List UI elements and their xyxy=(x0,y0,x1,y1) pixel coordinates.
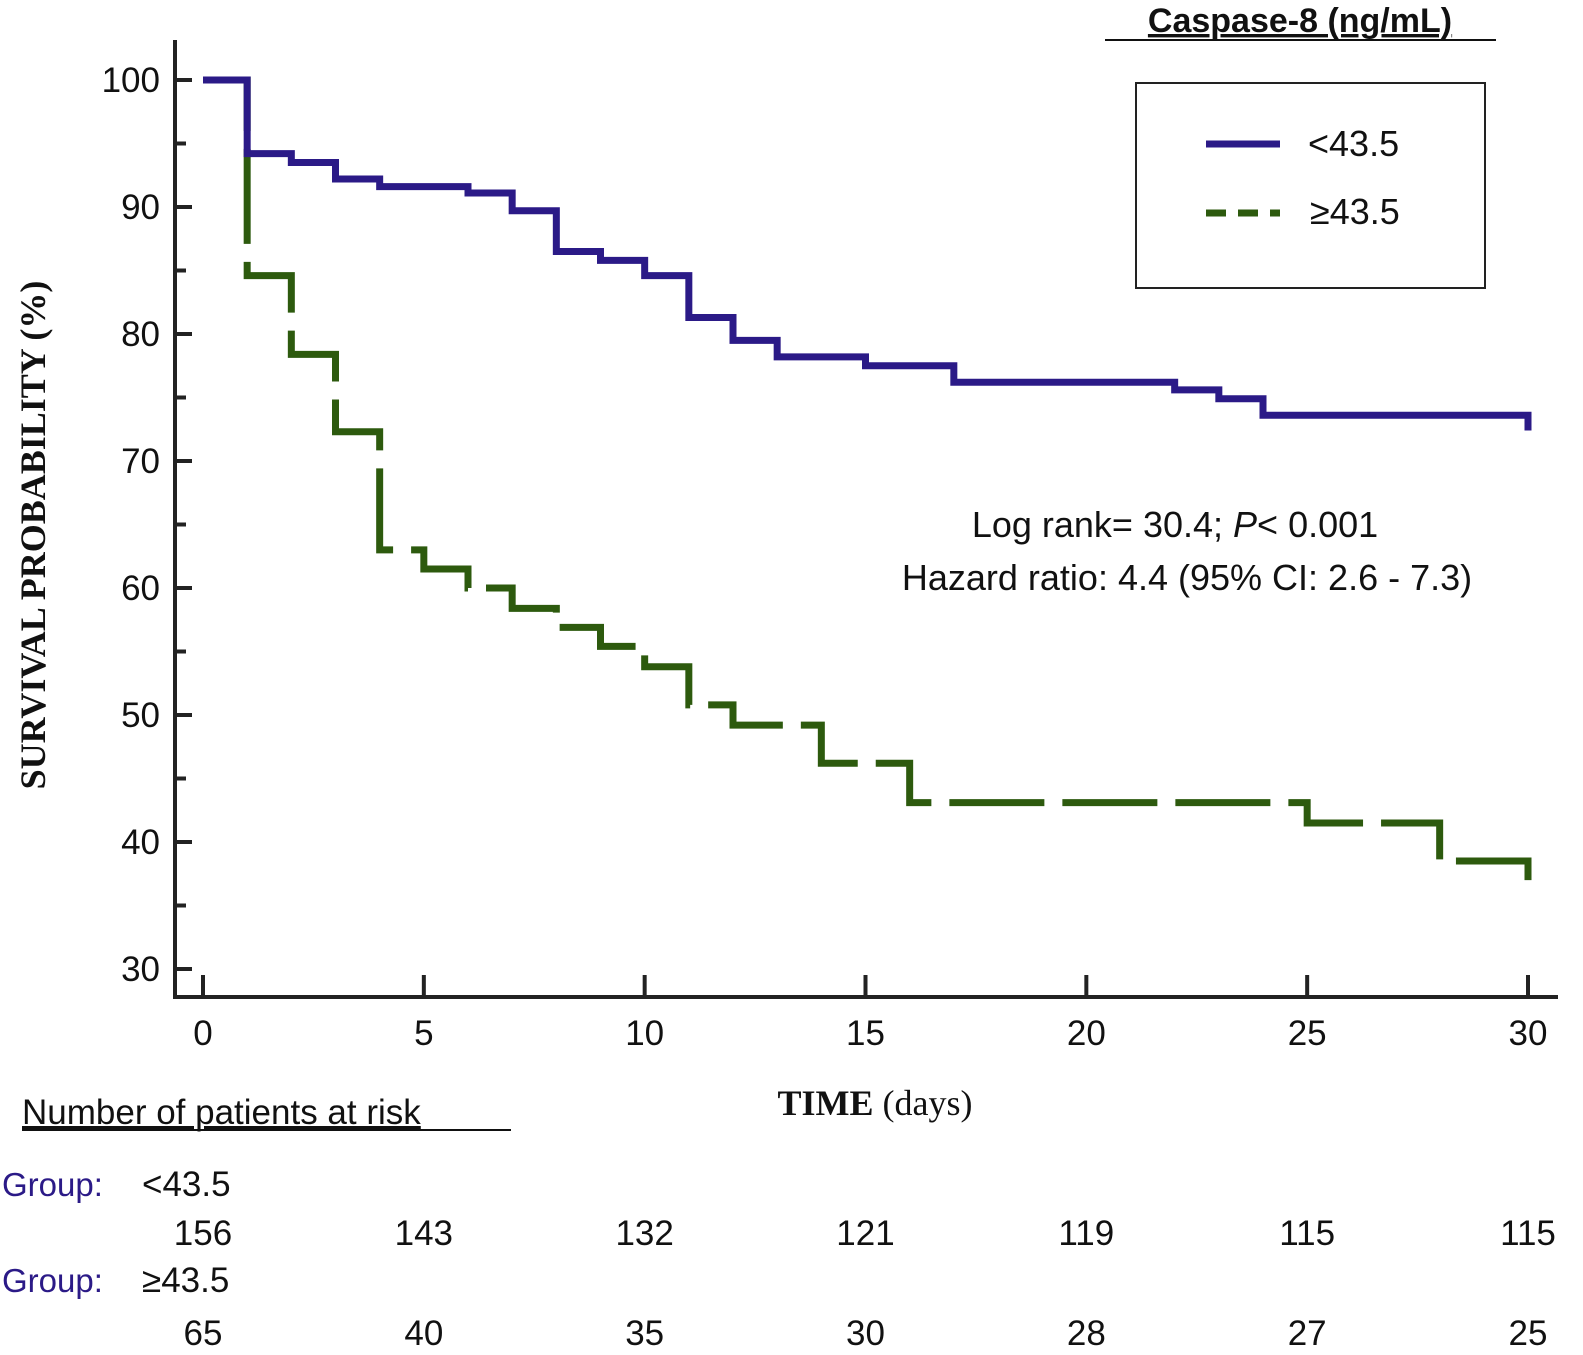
legend-label-low: <43.5 xyxy=(1308,123,1399,164)
risk-count: 30 xyxy=(846,1314,885,1353)
risk-count: 115 xyxy=(1500,1214,1556,1253)
risk-count: 119 xyxy=(1058,1214,1114,1253)
risk-count: 28 xyxy=(1067,1314,1106,1353)
risk-count: 143 xyxy=(395,1214,453,1253)
risk-count: 121 xyxy=(836,1214,894,1253)
risk-group-label-low: Group: xyxy=(2,1166,103,1203)
survival-curve-low xyxy=(203,76,1532,431)
x-tick-label: 15 xyxy=(846,1014,885,1053)
p-symbol: P xyxy=(1233,504,1257,545)
y-tick-label: 80 xyxy=(121,315,160,354)
survival-curve-high xyxy=(203,76,1532,881)
x-tick-label: 25 xyxy=(1288,1014,1327,1053)
hazard-ratio-annotation: Hazard ratio: 4.4 (95% CI: 2.6 - 7.3) xyxy=(902,557,1472,598)
risk-count: 156 xyxy=(174,1214,232,1253)
log-rank-text: Log rank= 30.4; xyxy=(972,504,1233,545)
y-tick-label: 90 xyxy=(121,188,160,227)
risk-group-name-low: <43.5 xyxy=(142,1165,231,1204)
risk-table-title: Number of patients at risk xyxy=(22,1093,421,1132)
risk-count: 132 xyxy=(615,1214,673,1253)
risk-count: 40 xyxy=(404,1314,443,1353)
risk-count: 65 xyxy=(184,1314,223,1353)
legend-title: Caspase-8 (ng/mL) xyxy=(1148,2,1452,40)
x-tick-label: 10 xyxy=(625,1014,664,1053)
legend-box xyxy=(1135,82,1486,289)
x-axis-label-main: TIME xyxy=(778,1083,874,1123)
y-tick-label: 50 xyxy=(121,696,160,735)
p-value: < 0.001 xyxy=(1257,504,1378,545)
y-axis-label: SURVIVAL PROBABILITY (%) xyxy=(13,281,53,790)
risk-count: 27 xyxy=(1288,1314,1327,1353)
y-tick-label: 60 xyxy=(121,569,160,608)
legend-label-high: ≥43.5 xyxy=(1310,191,1400,232)
risk-group-label-high: Group: xyxy=(2,1262,103,1299)
risk-count: 25 xyxy=(1509,1314,1548,1353)
risk-count: 35 xyxy=(625,1314,664,1353)
y-tick-label: 30 xyxy=(121,950,160,989)
risk-group-name-high: ≥43.5 xyxy=(142,1261,229,1300)
x-axis-label-unit: (days) xyxy=(883,1083,973,1123)
y-tick-label: 100 xyxy=(102,61,160,100)
x-axis-label: TIME (days) xyxy=(778,1083,973,1123)
log-rank-annotation: Log rank= 30.4; P< 0.001 xyxy=(972,504,1378,545)
x-tick-label: 30 xyxy=(1509,1014,1548,1053)
y-tick-label: 70 xyxy=(121,442,160,481)
x-tick-label: 20 xyxy=(1067,1014,1106,1053)
risk-count: 115 xyxy=(1279,1214,1335,1253)
y-tick-label: 40 xyxy=(121,823,160,862)
x-tick-label: 0 xyxy=(193,1014,212,1053)
x-tick-label: 5 xyxy=(414,1014,433,1053)
